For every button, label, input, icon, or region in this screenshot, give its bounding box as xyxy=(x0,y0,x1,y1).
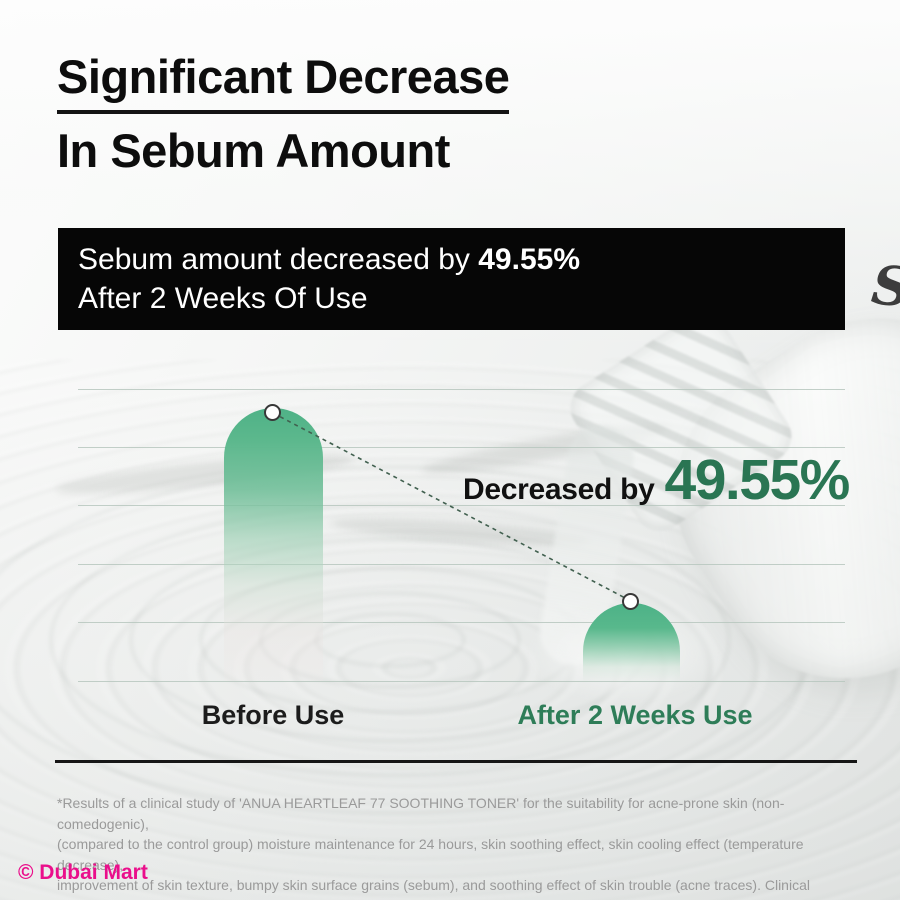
footnote-line: (compared to the control group) moisture… xyxy=(57,836,804,873)
claim-banner-line2: After 2 Weeks Of Use xyxy=(78,282,368,315)
decrease-annotation-value: 49.55% xyxy=(664,448,851,512)
footnote-line: improvement of skin texture, bumpy skin … xyxy=(57,877,810,900)
x-axis-baseline xyxy=(55,760,857,763)
decrease-annotation: Decreased by 49.55% xyxy=(463,447,851,513)
category-label-after-2-weeks: After 2 Weeks Use xyxy=(517,700,753,730)
claim-banner: Sebum amount decreased by 49.55% After 2… xyxy=(58,228,845,330)
decrease-annotation-prefix: Decreased by xyxy=(463,473,655,506)
watermark: © Dubai Mart xyxy=(18,861,148,884)
gridline xyxy=(78,389,845,390)
bar-after-2-weeks xyxy=(583,603,680,681)
script-s-glyph: S xyxy=(868,252,900,320)
gridline xyxy=(78,681,845,682)
footnote-line: *Results of a clinical study of 'ANUA HE… xyxy=(57,795,785,832)
gridline xyxy=(78,622,845,623)
clinical-study-footnote: *Results of a clinical study of 'ANUA HE… xyxy=(57,793,857,900)
claim-text-prefix: Sebum amount decreased by xyxy=(78,243,479,276)
data-point-marker-before xyxy=(264,404,281,421)
data-point-marker-after xyxy=(622,593,639,610)
claim-percent: 49.55% xyxy=(478,243,580,276)
claim-banner-line1: Sebum amount decreased by 49.55% xyxy=(78,240,845,279)
page-title-line2: In Sebum Amount xyxy=(57,124,450,178)
gridline xyxy=(78,564,845,565)
water-streak xyxy=(329,512,591,552)
category-label-before-use: Before Use xyxy=(201,700,345,730)
page-title: Significant Decrease In Sebum Amount xyxy=(57,50,510,178)
bar-before-use xyxy=(224,408,323,681)
page-title-line1: Significant Decrease xyxy=(57,50,510,115)
